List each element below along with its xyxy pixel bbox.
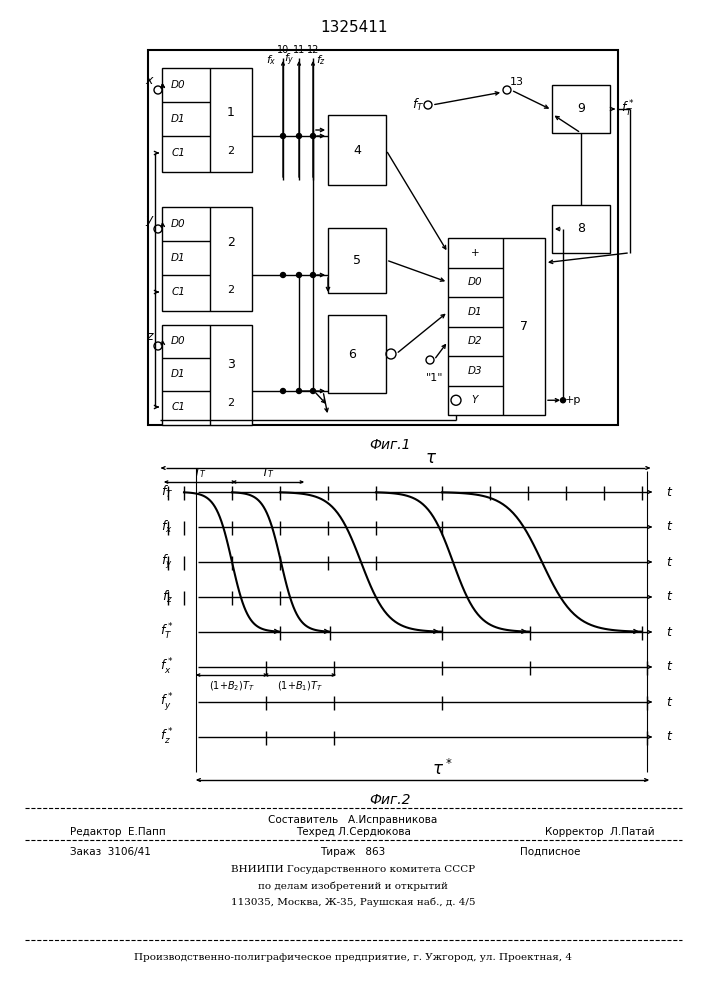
Text: 2: 2 (228, 285, 235, 295)
Text: D3: D3 (468, 366, 482, 376)
Circle shape (296, 133, 301, 138)
Text: $(1{+}B_2)T_T$: $(1{+}B_2)T_T$ (209, 679, 255, 693)
Bar (328, 315, 386, 393)
Text: z: z (146, 330, 153, 344)
Text: 1: 1 (227, 105, 235, 118)
Text: D1: D1 (170, 369, 185, 379)
Text: t: t (667, 590, 672, 603)
Text: 6: 6 (348, 348, 356, 360)
Text: 5: 5 (353, 253, 361, 266)
Text: $f_x^*$: $f_x^*$ (160, 657, 173, 677)
Text: D0: D0 (170, 80, 185, 90)
Text: $f_T^*$: $f_T^*$ (160, 622, 173, 642)
Circle shape (281, 133, 286, 138)
Text: 12: 12 (307, 45, 319, 55)
Text: 13: 13 (510, 77, 524, 87)
Text: +p: +p (565, 395, 581, 405)
Text: Корректор  Л.Патай: Корректор Л.Патай (545, 827, 655, 837)
Bar (148, 50, 618, 425)
Text: t: t (667, 696, 672, 708)
Text: $T_T$: $T_T$ (193, 466, 207, 480)
Text: D1: D1 (170, 114, 185, 124)
Text: $(1{+}B_1)T_T$: $(1{+}B_1)T_T$ (277, 679, 323, 693)
Text: D0: D0 (170, 336, 185, 346)
Text: $f_z$: $f_z$ (316, 53, 326, 67)
Text: t: t (667, 556, 672, 568)
Text: $f_z$: $f_z$ (162, 589, 173, 605)
Text: 2: 2 (228, 398, 235, 408)
Text: $f_x$: $f_x$ (161, 519, 173, 535)
Text: 4: 4 (353, 143, 361, 156)
Text: C1: C1 (171, 148, 185, 158)
Text: 11: 11 (293, 45, 305, 55)
Text: ВНИИПИ Государственного комитета СССР: ВНИИПИ Государственного комитета СССР (231, 865, 475, 874)
Circle shape (296, 272, 301, 277)
Bar (552, 85, 610, 133)
Text: 1325411: 1325411 (320, 20, 387, 35)
Text: Техред Л.Сердюкова: Техред Л.Сердюкова (296, 827, 411, 837)
Text: C1: C1 (171, 402, 185, 412)
Text: Производственно-полиграфическое предприятие, г. Ужгород, ул. Проектная, 4: Производственно-полиграфическое предприя… (134, 954, 572, 962)
Text: $f_y$: $f_y$ (284, 52, 294, 68)
Text: +: + (471, 248, 479, 258)
Text: $f_T$: $f_T$ (160, 484, 173, 500)
Text: Фиг.1: Фиг.1 (369, 438, 411, 452)
Text: "1": "1" (426, 373, 444, 383)
Text: 113035, Москва, Ж-35, Раушская наб., д. 4/5: 113035, Москва, Ж-35, Раушская наб., д. … (230, 897, 475, 907)
Text: t: t (667, 730, 672, 744)
Text: 9: 9 (577, 103, 585, 115)
Text: $f_x$: $f_x$ (266, 53, 276, 67)
Text: по делам изобретений и открытий: по делам изобретений и открытий (258, 881, 448, 891)
Text: 7: 7 (520, 320, 528, 332)
Text: C1: C1 (171, 287, 185, 297)
Bar (162, 325, 252, 425)
Bar (162, 68, 252, 172)
Text: D2: D2 (468, 336, 482, 346)
Text: 8: 8 (577, 223, 585, 235)
Text: $f_z^*$: $f_z^*$ (160, 727, 173, 747)
Text: $T_T$: $T_T$ (261, 466, 275, 480)
Bar (552, 205, 610, 253)
Text: D1: D1 (170, 253, 185, 263)
Text: 2: 2 (227, 235, 235, 248)
Text: t: t (667, 660, 672, 674)
Text: t: t (667, 486, 672, 498)
Text: 3: 3 (227, 359, 235, 371)
Text: $\tau$: $\tau$ (425, 449, 437, 467)
Bar (162, 207, 252, 311)
Text: $f_y^*$: $f_y^*$ (160, 691, 173, 713)
Text: D0: D0 (170, 219, 185, 229)
Text: x: x (146, 74, 153, 87)
Text: Подписное: Подписное (520, 847, 580, 857)
Text: $f_T^*$: $f_T^*$ (621, 99, 635, 119)
Circle shape (310, 388, 315, 393)
Circle shape (281, 388, 286, 393)
Text: Фиг.2: Фиг.2 (369, 793, 411, 807)
Text: t: t (667, 520, 672, 534)
Text: Тираж   863: Тираж 863 (320, 847, 385, 857)
Circle shape (281, 272, 286, 277)
Text: y: y (146, 214, 153, 227)
Text: Заказ  3106/41: Заказ 3106/41 (70, 847, 151, 857)
Circle shape (296, 388, 301, 393)
Text: $f_T$: $f_T$ (411, 97, 424, 113)
Text: D0: D0 (468, 277, 482, 287)
Text: $\tau^*$: $\tau^*$ (432, 759, 452, 779)
Bar (448, 238, 545, 415)
Text: Редактор  Е.Папп: Редактор Е.Папп (70, 827, 165, 837)
Text: 10: 10 (277, 45, 289, 55)
Circle shape (310, 133, 315, 138)
Text: D1: D1 (468, 307, 482, 317)
Text: Y: Y (472, 395, 478, 405)
Text: Составитель   А.Исправникова: Составитель А.Исправникова (269, 815, 438, 825)
Bar (328, 228, 386, 293)
Text: $f_y$: $f_y$ (161, 553, 173, 571)
Text: t: t (667, 626, 672, 639)
Circle shape (310, 272, 315, 277)
Circle shape (561, 398, 566, 403)
Text: 2: 2 (228, 146, 235, 156)
Bar (328, 115, 386, 185)
